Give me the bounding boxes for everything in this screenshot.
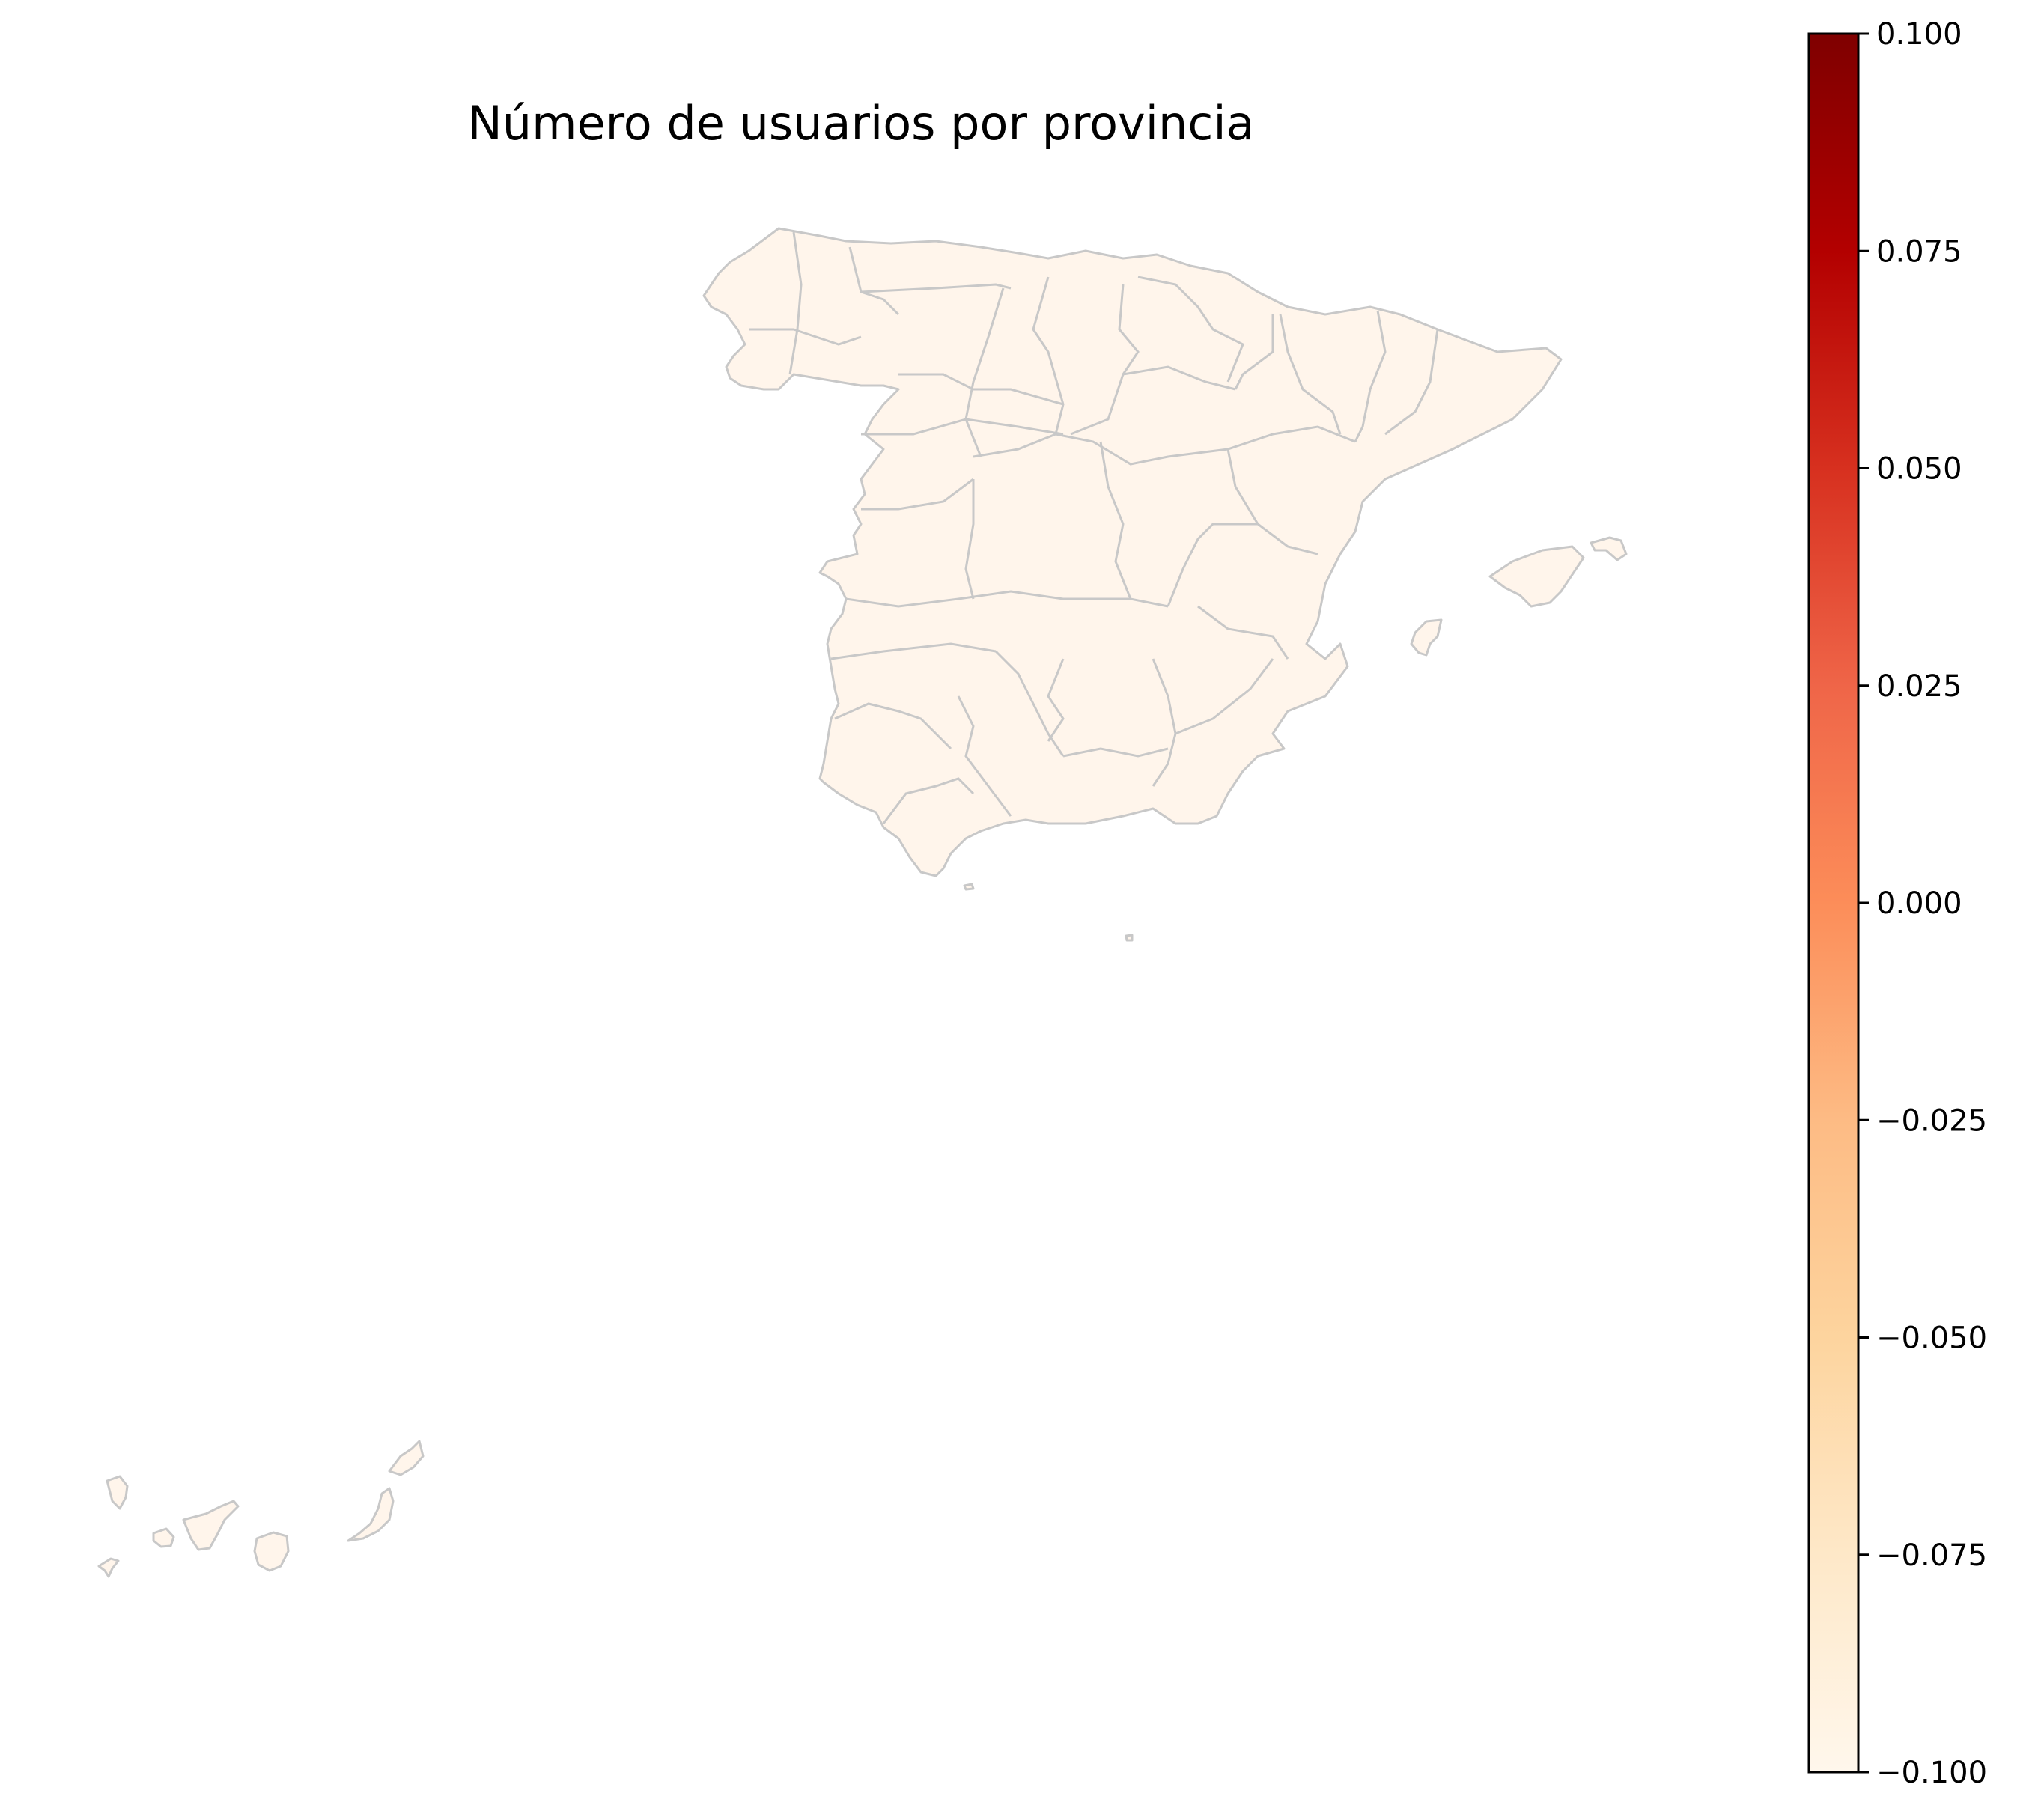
colorbar-tick-label: −0.025 xyxy=(1876,1104,1987,1138)
balearic-islands xyxy=(1410,536,1628,657)
province-shape[interactable] xyxy=(388,1440,425,1476)
province-shape[interactable] xyxy=(1125,934,1134,942)
colorbar-tick-label: −0.050 xyxy=(1876,1321,1987,1356)
province-shape[interactable] xyxy=(347,1487,395,1542)
colorbar-tick-label: 0.025 xyxy=(1876,669,1962,704)
province-shape[interactable] xyxy=(702,227,1563,877)
province-shape[interactable] xyxy=(1590,536,1628,561)
colorbar-tick-label: −0.100 xyxy=(1876,1756,1987,1790)
colorbar-tick-label: −0.075 xyxy=(1876,1538,1987,1573)
province-shape[interactable] xyxy=(152,1527,175,1548)
province-shape[interactable] xyxy=(182,1500,240,1551)
colorbar-tick-label: 0.050 xyxy=(1876,452,1962,487)
colorbar-ticks: 0.100 0.075 0.050 0.025 0.000 −0.025 −0.050 −0.… xyxy=(1858,17,1987,1790)
canary-islands xyxy=(97,1440,425,1578)
colorbar-tick-label: 0.075 xyxy=(1876,234,1962,269)
province-shape[interactable] xyxy=(97,1557,120,1578)
small-territories xyxy=(963,883,1134,942)
colorbar-tick-label: 0.100 xyxy=(1876,17,1962,52)
peninsula xyxy=(702,227,1563,877)
map-title: Número de usuarios por provincia xyxy=(467,96,1255,150)
province-shape[interactable] xyxy=(963,883,975,891)
province-shape[interactable] xyxy=(106,1475,129,1510)
colorbar-gradient xyxy=(1807,32,1860,1774)
colorbar-tick-label: 0.000 xyxy=(1876,886,1962,921)
province-shape[interactable] xyxy=(1410,618,1443,657)
province-borders xyxy=(749,231,1439,824)
province-shape[interactable] xyxy=(1488,545,1585,608)
province-shape[interactable] xyxy=(253,1531,290,1572)
